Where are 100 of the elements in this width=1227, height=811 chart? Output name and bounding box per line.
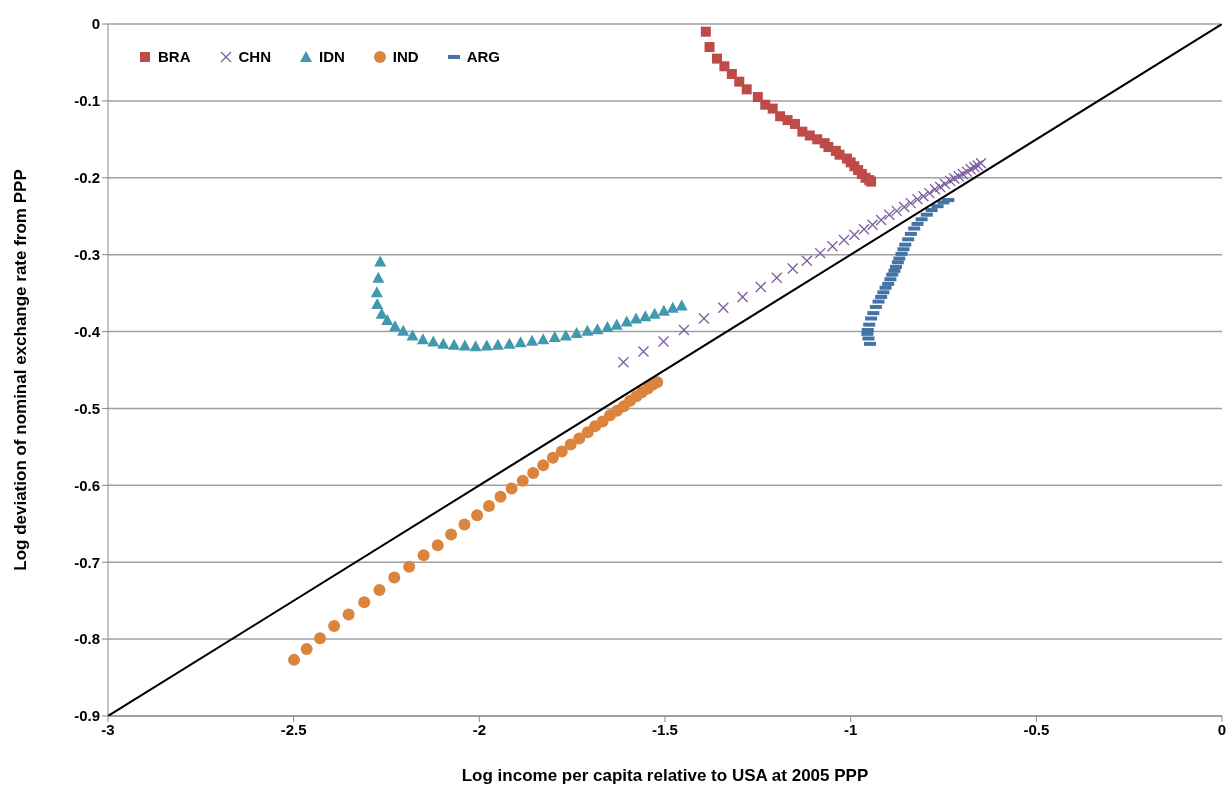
point xyxy=(939,178,951,190)
point xyxy=(666,301,679,313)
point xyxy=(961,165,973,178)
point xyxy=(617,356,630,368)
point xyxy=(564,438,577,451)
point xyxy=(514,336,527,348)
point xyxy=(944,175,956,187)
point xyxy=(637,345,650,358)
point xyxy=(526,334,539,346)
point xyxy=(573,432,586,445)
point xyxy=(555,445,568,458)
legend-label: BRA xyxy=(158,48,191,65)
point xyxy=(630,312,643,324)
point xyxy=(537,333,550,345)
point xyxy=(416,333,429,345)
point xyxy=(801,255,813,267)
point xyxy=(698,312,710,325)
point xyxy=(389,320,402,332)
point xyxy=(288,653,301,666)
y-tick-label: -0.8 xyxy=(74,630,100,648)
point xyxy=(374,255,387,267)
y-tick-label: -0.4 xyxy=(74,322,101,340)
point xyxy=(610,318,623,330)
point xyxy=(527,467,540,480)
point xyxy=(373,583,386,596)
point xyxy=(957,168,969,180)
point xyxy=(858,223,870,235)
x-axis-title: Log income per capita relative to USA at 2005 PPP xyxy=(461,766,869,785)
point xyxy=(648,307,661,319)
point xyxy=(505,482,518,495)
legend-label: CHN xyxy=(238,48,271,65)
y-tick-label: -0.2 xyxy=(74,169,100,187)
point xyxy=(929,183,941,195)
point xyxy=(403,560,416,573)
point xyxy=(826,240,839,252)
x-tick-label: 0 xyxy=(1217,720,1227,738)
point xyxy=(431,539,444,552)
point xyxy=(417,549,430,562)
point xyxy=(789,118,800,129)
point xyxy=(755,281,767,293)
point xyxy=(471,509,484,522)
point xyxy=(370,286,383,298)
point xyxy=(448,338,461,350)
point xyxy=(469,340,482,352)
y-axis-title: Log deviation of nominal exchange rate from PPP xyxy=(11,169,31,571)
x-tick-label: -1 xyxy=(843,720,858,738)
point xyxy=(516,474,529,487)
point xyxy=(397,324,410,336)
point xyxy=(482,500,495,513)
y-tick-label: 0 xyxy=(91,15,100,33)
x-tick-label: -2.5 xyxy=(280,720,307,738)
point xyxy=(866,219,879,231)
point xyxy=(911,193,924,205)
point xyxy=(503,337,516,349)
point xyxy=(934,181,946,193)
point xyxy=(675,299,688,311)
y-tick-label: -0.3 xyxy=(74,245,100,263)
point xyxy=(559,329,572,341)
point xyxy=(736,291,749,303)
point xyxy=(591,323,604,335)
point xyxy=(883,209,895,221)
point xyxy=(953,170,965,182)
point xyxy=(406,329,419,341)
point xyxy=(300,643,313,656)
point xyxy=(480,339,493,351)
point xyxy=(342,608,355,621)
legend-label: IND xyxy=(392,48,419,65)
point xyxy=(814,247,826,259)
legend-label: IDN xyxy=(319,48,345,65)
point xyxy=(767,103,778,114)
point xyxy=(427,335,440,347)
point xyxy=(700,26,711,37)
x-tick-label: -3 xyxy=(101,720,115,738)
point xyxy=(848,229,861,241)
point xyxy=(546,451,559,464)
point xyxy=(968,161,980,173)
y-tick-label: -0.1 xyxy=(74,92,100,110)
point xyxy=(358,596,371,609)
point xyxy=(458,518,471,531)
point xyxy=(752,92,763,103)
point xyxy=(494,490,507,503)
point xyxy=(491,338,504,350)
point xyxy=(891,205,903,217)
point xyxy=(639,310,652,322)
point xyxy=(657,335,670,348)
point xyxy=(787,262,799,275)
point xyxy=(719,61,730,72)
point xyxy=(838,234,850,246)
point xyxy=(548,330,561,342)
legend-label: ARG xyxy=(466,48,501,65)
point xyxy=(771,272,783,284)
point xyxy=(458,339,471,351)
y-tick-label: -0.5 xyxy=(74,399,100,417)
point xyxy=(581,324,594,336)
y-tick-label: -0.6 xyxy=(74,476,100,494)
point xyxy=(726,68,737,79)
y-tick-label: -0.7 xyxy=(74,553,100,571)
point xyxy=(657,304,670,316)
point xyxy=(678,324,690,336)
y-tick-label: -0.9 xyxy=(74,707,100,725)
